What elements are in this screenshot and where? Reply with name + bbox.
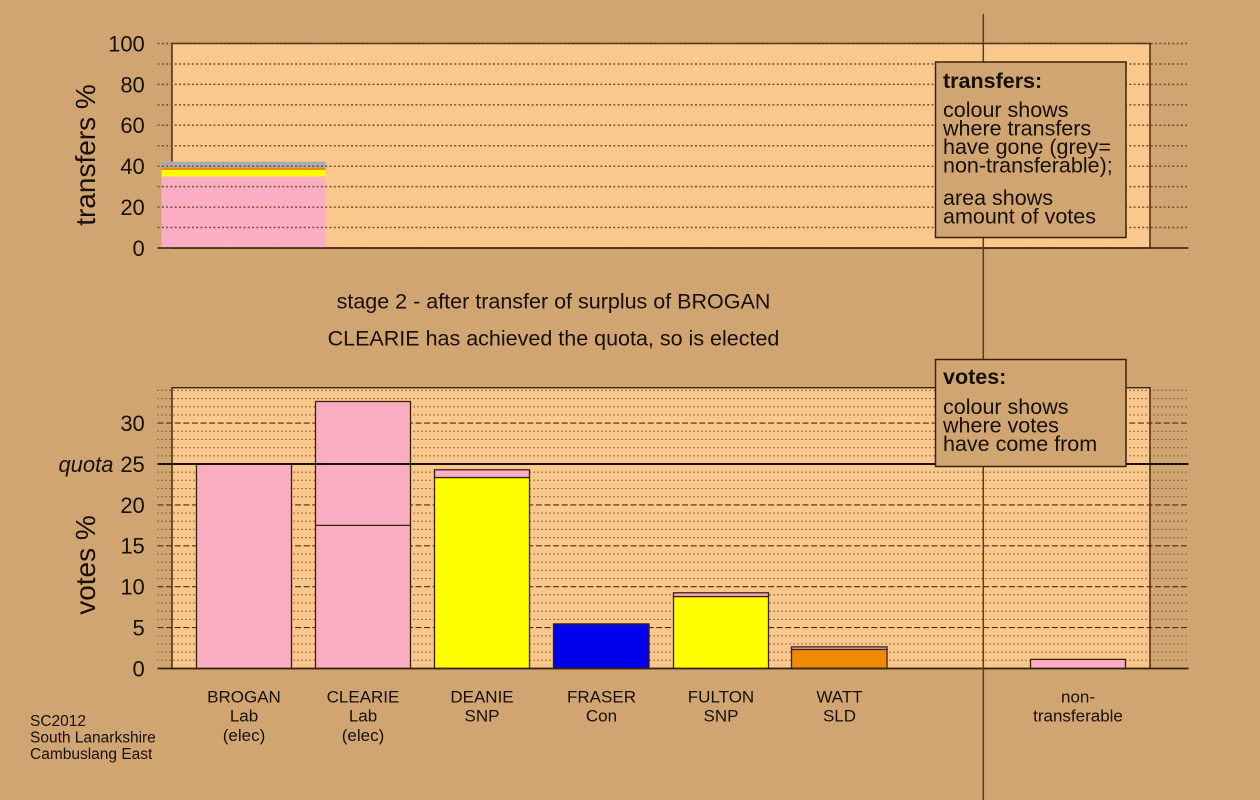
svg-text:(elec): (elec) — [342, 726, 385, 745]
svg-text:0: 0 — [133, 236, 145, 261]
svg-text:votes:: votes: — [943, 365, 1006, 389]
svg-text:non-transferable);: non-transferable); — [943, 154, 1113, 178]
svg-text:Lab: Lab — [230, 707, 258, 726]
svg-text:Cambuslang East: Cambuslang East — [30, 746, 153, 763]
svg-text:10: 10 — [120, 575, 144, 600]
svg-text:colour shows: colour shows — [943, 395, 1068, 419]
svg-text:100: 100 — [108, 31, 145, 56]
svg-text:80: 80 — [120, 72, 144, 97]
svg-text:Lab: Lab — [349, 707, 377, 726]
svg-text:FULTON: FULTON — [688, 688, 754, 707]
svg-text:15: 15 — [120, 534, 144, 559]
svg-text:amount of votes: amount of votes — [943, 205, 1096, 229]
svg-text:stage 2 - after transfer of su: stage 2 - after transfer of surplus of B… — [337, 290, 771, 314]
svg-text:20: 20 — [120, 493, 144, 518]
svg-text:where transfers: where transfers — [942, 117, 1091, 141]
svg-text:quota: quota — [58, 452, 113, 477]
svg-text:CLEARIE: CLEARIE — [327, 688, 400, 707]
svg-text:SNP: SNP — [465, 707, 500, 726]
svg-text:area shows: area shows — [943, 186, 1053, 210]
svg-text:where votes: where votes — [942, 414, 1059, 438]
svg-text:have come from: have come from — [943, 432, 1097, 456]
svg-text:FRASER: FRASER — [567, 688, 636, 707]
svg-text:transfers:: transfers: — [943, 69, 1042, 93]
svg-text:BROGAN: BROGAN — [207, 688, 281, 707]
svg-text:20: 20 — [120, 195, 144, 220]
svg-text:5: 5 — [133, 616, 145, 641]
svg-text:SLD: SLD — [823, 707, 856, 726]
svg-text:0: 0 — [133, 656, 145, 681]
svg-text:25: 25 — [120, 452, 144, 477]
svg-text:have gone (grey=: have gone (grey= — [943, 135, 1111, 159]
svg-text:(elec): (elec) — [223, 726, 266, 745]
svg-text:SNP: SNP — [704, 707, 739, 726]
svg-text:60: 60 — [120, 113, 144, 138]
svg-text:colour shows: colour shows — [943, 98, 1068, 122]
svg-text:non-: non- — [1061, 688, 1095, 707]
svg-text:transfers %: transfers % — [70, 84, 101, 226]
svg-text:votes %: votes % — [70, 515, 101, 615]
svg-text:30: 30 — [120, 411, 144, 436]
svg-text:CLEARIE has achieved the quota: CLEARIE has achieved the quota, so is el… — [328, 327, 780, 351]
svg-text:40: 40 — [120, 154, 144, 179]
svg-text:DEANIE: DEANIE — [450, 688, 513, 707]
svg-text:Con: Con — [586, 707, 617, 726]
svg-text:WATT: WATT — [816, 688, 862, 707]
svg-text:SC2012: SC2012 — [30, 713, 86, 730]
svg-text:transferable: transferable — [1033, 707, 1123, 726]
svg-text:South Lanarkshire: South Lanarkshire — [30, 730, 156, 747]
